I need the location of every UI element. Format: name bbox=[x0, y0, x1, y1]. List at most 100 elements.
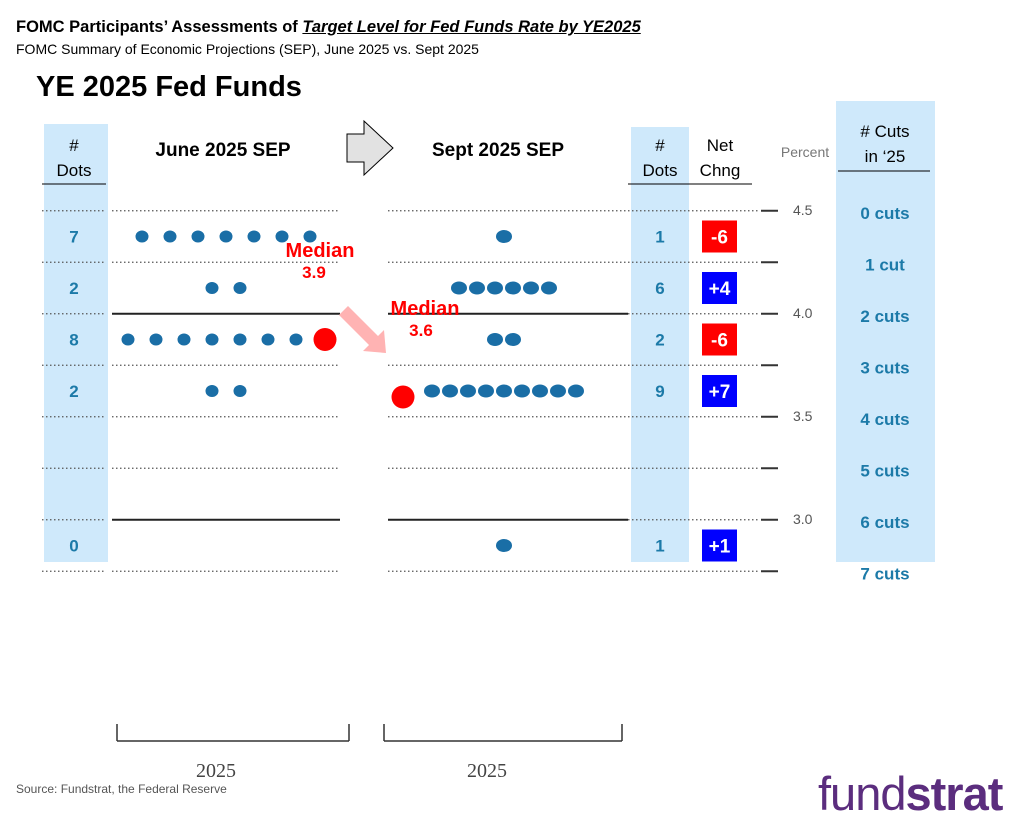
x-axis-label: 2025 bbox=[467, 760, 507, 782]
cuts-label: 7 cuts bbox=[860, 564, 909, 583]
net-change-value: +7 bbox=[709, 382, 731, 403]
sept-median-value: 3.6 bbox=[409, 321, 433, 340]
sept-dot bbox=[478, 384, 494, 398]
sept-dot bbox=[460, 384, 476, 398]
sept-dot bbox=[514, 384, 530, 398]
source-note: Source: Fundstrat, the Federal Reserve bbox=[16, 782, 227, 796]
june-dots-panel bbox=[44, 124, 108, 562]
cuts-label: 2 cuts bbox=[860, 307, 909, 326]
june-dot bbox=[135, 230, 149, 243]
cuts-label: 0 cuts bbox=[860, 204, 909, 223]
sept-dot bbox=[487, 333, 503, 346]
june-dot bbox=[289, 333, 303, 346]
june-dot bbox=[149, 333, 163, 346]
net-change-positive-badge bbox=[702, 272, 737, 304]
sept-dot bbox=[496, 384, 512, 398]
percent-axis-label: Percent bbox=[781, 144, 829, 160]
sept-dot bbox=[442, 384, 458, 398]
june-dot bbox=[233, 385, 247, 397]
sept-dot bbox=[532, 384, 548, 398]
chart-title-emphasis: Target Level for Fed Funds Rate by YE202… bbox=[302, 18, 641, 36]
chart-title: FOMC Participants’ Assessments of Target… bbox=[16, 18, 641, 37]
logo-text-strat: strat bbox=[905, 767, 1003, 820]
sept-dots-header: # bbox=[655, 136, 665, 155]
net-change-positive-badge bbox=[702, 529, 737, 562]
chart-title-prefix: FOMC Participants’ Assessments of bbox=[16, 18, 303, 36]
y-tick-label: 3.5 bbox=[793, 408, 813, 424]
sept-dot bbox=[424, 384, 440, 398]
june-dot-count: 7 bbox=[69, 228, 78, 247]
net-change-negative-badge bbox=[702, 220, 737, 253]
june-median-value: 3.9 bbox=[302, 263, 326, 282]
net-change-header: Chng bbox=[700, 161, 741, 180]
june-median-marker bbox=[313, 328, 337, 351]
net-change-positive-badge bbox=[702, 375, 737, 407]
net-change-value: +4 bbox=[709, 279, 731, 300]
june-dot bbox=[233, 333, 247, 346]
net-change-value: -6 bbox=[711, 228, 728, 249]
june-dot bbox=[219, 230, 233, 243]
sept-dot-count: 6 bbox=[655, 279, 664, 298]
sept-dots-panel bbox=[631, 127, 689, 562]
june-median-label: Median bbox=[286, 240, 355, 262]
sept-dots-header: Dots bbox=[643, 161, 678, 180]
transition-arrow bbox=[346, 119, 394, 177]
y-tick-label: 4.0 bbox=[793, 305, 813, 321]
june-dot bbox=[121, 333, 135, 346]
sept-dot bbox=[505, 333, 521, 346]
june-dot bbox=[303, 230, 317, 243]
june-dot-count: 2 bbox=[69, 382, 78, 401]
cuts-header: # Cuts bbox=[860, 122, 909, 141]
sept-median-label: Median bbox=[391, 298, 460, 320]
june-dot bbox=[177, 333, 191, 346]
sept-dot-count: 9 bbox=[655, 382, 664, 401]
june-dot bbox=[191, 230, 205, 243]
sept-dot bbox=[568, 384, 584, 398]
sept-dot-count: 1 bbox=[655, 228, 664, 247]
june-dot bbox=[261, 333, 275, 346]
sept-dot-count: 2 bbox=[655, 331, 664, 350]
sept-dot bbox=[523, 281, 539, 295]
sept-dot bbox=[496, 539, 512, 552]
june-dot bbox=[275, 230, 289, 243]
june-dots-header: Dots bbox=[57, 161, 92, 180]
x-axis-label: 2025 bbox=[196, 760, 236, 782]
cuts-label: 1 cut bbox=[865, 255, 905, 274]
sept-dot bbox=[496, 230, 512, 243]
sept-dot-count: 1 bbox=[655, 537, 664, 556]
june-dot bbox=[205, 282, 219, 294]
june-dots-header: # bbox=[69, 136, 79, 155]
sept-dot bbox=[451, 281, 467, 295]
june-dot bbox=[205, 333, 219, 346]
sept-median-marker bbox=[391, 385, 415, 409]
cuts-header: in ‘25 bbox=[865, 147, 906, 166]
june-dot-count: 0 bbox=[69, 537, 78, 556]
chart-subtitle: FOMC Summary of Economic Projections (SE… bbox=[16, 41, 479, 57]
sept-series-title: Sept 2025 SEP bbox=[432, 140, 564, 161]
y-tick-label: 3.0 bbox=[793, 511, 813, 527]
sept-dot bbox=[487, 281, 503, 295]
june-dot bbox=[247, 230, 261, 243]
net-change-negative-badge bbox=[702, 323, 737, 356]
june-series-title: June 2025 SEP bbox=[155, 140, 291, 161]
net-change-value: +1 bbox=[709, 537, 731, 558]
sept-dot bbox=[550, 384, 566, 398]
sept-dot bbox=[541, 281, 557, 295]
cuts-panel bbox=[836, 101, 935, 562]
cuts-label: 6 cuts bbox=[860, 513, 909, 532]
median-shift-arrow bbox=[339, 306, 386, 353]
net-change-value: -6 bbox=[711, 331, 728, 352]
cuts-label: 4 cuts bbox=[860, 410, 909, 429]
june-dot bbox=[205, 385, 219, 397]
june-dot-count: 8 bbox=[69, 331, 78, 350]
sept-dot bbox=[469, 281, 485, 295]
cuts-label: 3 cuts bbox=[860, 358, 909, 377]
june-dot bbox=[233, 282, 247, 294]
logo-text-fund: fund bbox=[818, 767, 906, 820]
cuts-label: 5 cuts bbox=[860, 461, 909, 480]
chart-heading: YE 2025 Fed Funds bbox=[36, 71, 302, 103]
y-tick-label: 4.5 bbox=[793, 202, 813, 218]
net-change-header: Net bbox=[707, 136, 734, 155]
fundstrat-logo: fundstrat bbox=[818, 766, 1003, 821]
